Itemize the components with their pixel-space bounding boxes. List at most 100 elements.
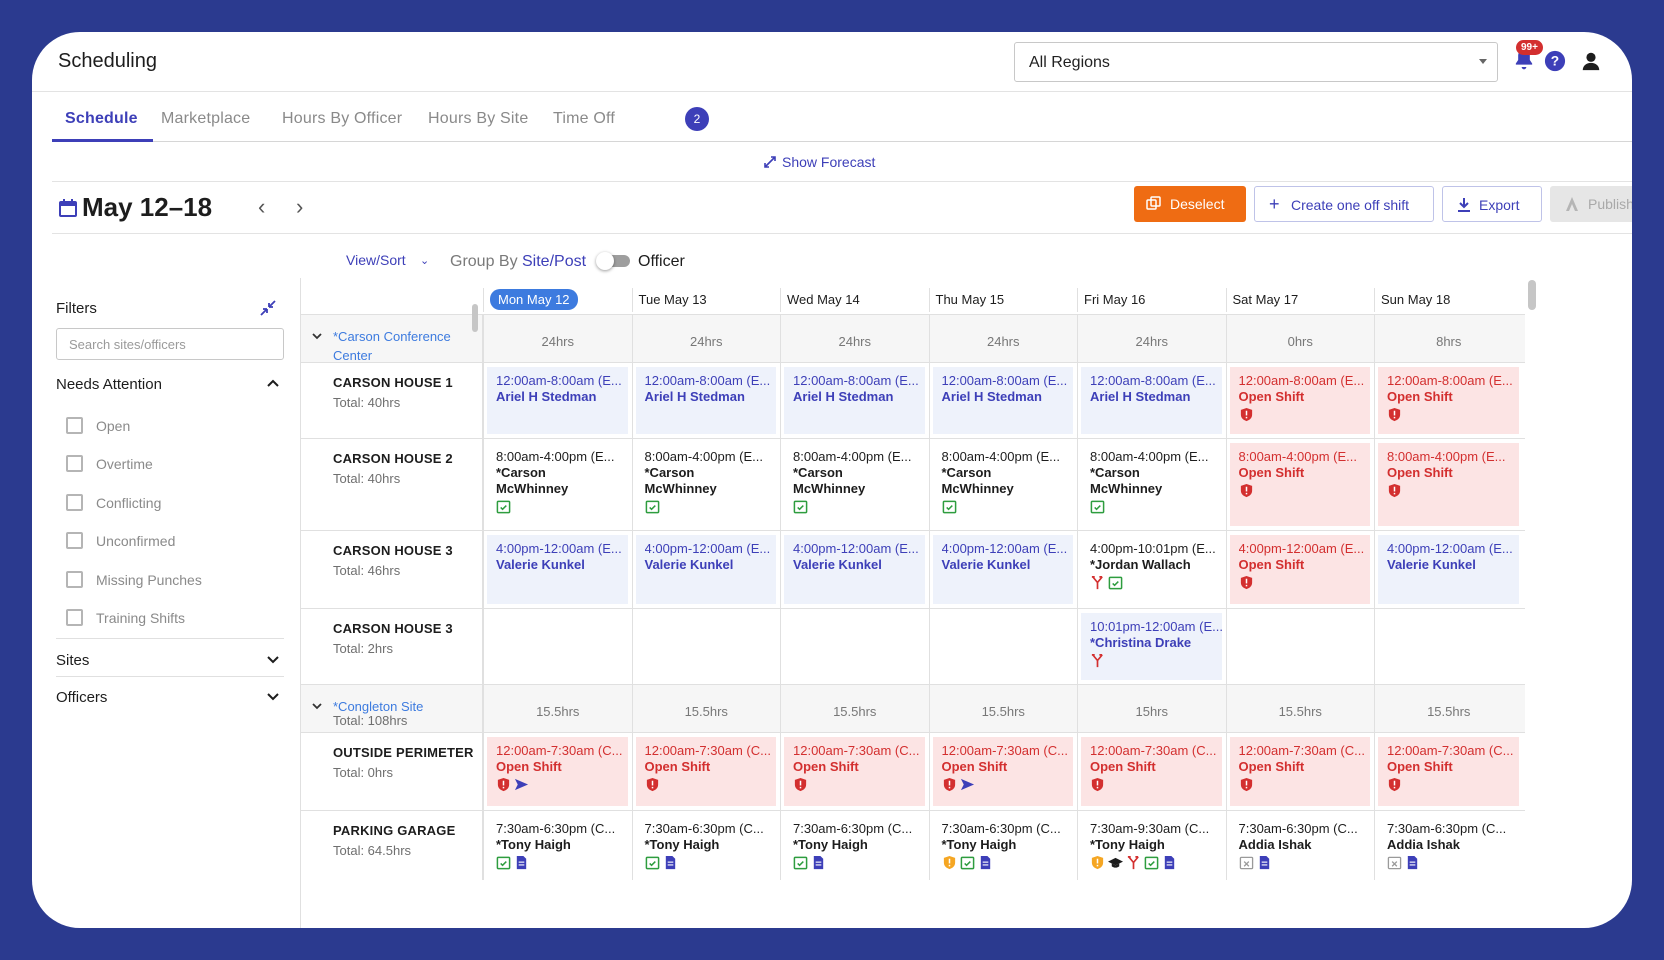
filter-unconfirmed[interactable]: Unconfirmed [66, 531, 266, 551]
open-shift-card[interactable]: 12:00am-8:00am (E... Open Shift [1229, 367, 1370, 434]
schedule-cell[interactable]: 4:00pm-12:00am (E... Valerie Kunkel [631, 531, 781, 608]
chevron-down-icon[interactable]: ⌄ [420, 255, 430, 267]
group-by-site-post[interactable]: Site/Post [522, 253, 587, 270]
schedule-cell[interactable]: 12:00am-8:00am (E... Ariel H Stedman [780, 363, 929, 438]
schedule-cell[interactable]: 8:00am-4:00pm (E... Open Shift [1374, 439, 1523, 530]
shift-card[interactable]: 7:30am-6:30pm (C... *Tony Haigh [487, 815, 628, 876]
shift-card[interactable]: 12:00am-8:00am (E... Ariel H Stedman [932, 367, 1073, 434]
open-shift-card[interactable]: 12:00am-7:30am (C... Open Shift [1081, 737, 1222, 806]
shift-card[interactable]: 4:00pm-10:01pm (E... *Jordan Wallach [1081, 535, 1222, 604]
shift-card[interactable]: 8:00am-4:00pm (E... *Carson McWhinney [784, 443, 925, 526]
export-button[interactable]: Export [1442, 186, 1542, 222]
schedule-cell[interactable] [1374, 609, 1523, 684]
shift-card[interactable]: 4:00pm-12:00am (E... Valerie Kunkel [487, 535, 628, 604]
schedule-cell[interactable]: 7:30am-6:30pm (C... Addia Ishak [1374, 811, 1523, 880]
tab-schedule[interactable]: Schedule [65, 110, 138, 127]
schedule-cell[interactable]: 8:00am-4:00pm (E... Open Shift [1225, 439, 1375, 530]
row-label-scrollbar[interactable] [472, 304, 478, 332]
checkbox[interactable] [66, 571, 83, 588]
create-one-off-shift-button[interactable]: + Create one off shift [1254, 186, 1434, 222]
filter-open[interactable]: Open [66, 416, 266, 436]
deselect-button[interactable]: Deselect [1134, 186, 1246, 222]
shift-card[interactable]: 8:00am-4:00pm (E... *Carson McWhinney [636, 443, 777, 526]
schedule-cell[interactable]: 4:00pm-12:00am (E... Valerie Kunkel [780, 531, 929, 608]
tab-marketplace[interactable]: Marketplace [161, 110, 251, 127]
schedule-cell[interactable]: 4:00pm-12:00am (E... Valerie Kunkel [928, 531, 1078, 608]
filter-missing-punches[interactable]: Missing Punches [66, 570, 266, 590]
shift-card[interactable]: 12:00am-8:00am (E... Ariel H Stedman [487, 367, 628, 434]
shift-card[interactable]: 8:00am-4:00pm (E... *Carson McWhinney [933, 443, 1074, 526]
day-header[interactable]: Mon May 12 [483, 288, 632, 312]
open-shift-card[interactable]: 4:00pm-12:00am (E... Open Shift [1229, 535, 1370, 604]
schedule-cell[interactable]: 12:00am-8:00am (E... Ariel H Stedman [1077, 363, 1226, 438]
open-shift-card[interactable]: 12:00am-7:30am (C... Open Shift [635, 737, 776, 806]
day-header[interactable]: Sat May 17 [1225, 288, 1375, 312]
user-icon[interactable] [1580, 50, 1602, 72]
search-input[interactable] [56, 328, 284, 360]
schedule-cell[interactable]: 12:00am-7:30am (C... Open Shift [1225, 733, 1375, 810]
publish-button[interactable]: Publish [1550, 186, 1632, 222]
day-header[interactable]: Wed May 14 [780, 288, 929, 312]
day-header[interactable]: Thu May 15 [928, 288, 1078, 312]
shift-card[interactable]: 12:00am-8:00am (E... Ariel H Stedman [1081, 367, 1222, 434]
site-name[interactable]: *Carson Conference Center [333, 329, 451, 363]
schedule-cell[interactable]: 8:00am-4:00pm (E... *Carson McWhinney [1077, 439, 1226, 530]
open-shift-card[interactable]: 12:00am-7:30am (C... Open Shift [784, 737, 925, 806]
day-header[interactable]: Tue May 13 [631, 288, 781, 312]
checkbox[interactable] [66, 417, 83, 434]
tab-hours-by-officer[interactable]: Hours By Officer [282, 110, 403, 127]
shift-card[interactable]: 10:01pm-12:00am (E... *Christina Drake [1081, 613, 1222, 680]
help-icon[interactable]: ? [1544, 50, 1566, 72]
shift-card[interactable]: 7:30am-6:30pm (C... Addia Ishak [1378, 815, 1519, 876]
shift-card[interactable]: 4:00pm-12:00am (E... Valerie Kunkel [932, 535, 1073, 604]
shift-card[interactable]: 7:30am-6:30pm (C... *Tony Haigh [636, 815, 777, 876]
schedule-cell[interactable]: 12:00am-7:30am (C... Open Shift [1374, 733, 1523, 810]
shift-card[interactable]: 8:00am-4:00pm (E... *Carson McWhinney [1081, 443, 1222, 526]
schedule-cell[interactable] [928, 609, 1078, 684]
region-select[interactable]: All Regions [1014, 42, 1498, 82]
shift-card[interactable]: 7:30am-6:30pm (C... Addia Ishak [1230, 815, 1371, 876]
open-shift-card[interactable]: 12:00am-7:30am (C... Open Shift [1378, 737, 1519, 806]
schedule-cell[interactable]: 4:00pm-12:00am (E... Open Shift [1225, 531, 1375, 608]
shift-card[interactable]: 4:00pm-12:00am (E... Valerie Kunkel [1378, 535, 1519, 604]
open-shift-card[interactable]: 12:00am-8:00am (E... Open Shift [1378, 367, 1519, 434]
schedule-cell[interactable]: 12:00am-7:30am (C... Open Shift [780, 733, 929, 810]
schedule-cell[interactable] [631, 609, 781, 684]
checkbox[interactable] [66, 609, 83, 626]
schedule-cell[interactable]: 4:00pm-12:00am (E... Valerie Kunkel [483, 531, 632, 608]
checkbox[interactable] [66, 532, 83, 549]
open-shift-card[interactable]: 12:00am-7:30am (C... Open Shift [1229, 737, 1370, 806]
schedule-cell[interactable]: 12:00am-8:00am (E... Open Shift [1374, 363, 1523, 438]
view-sort-button[interactable]: View/Sort [346, 252, 406, 268]
officers-header[interactable]: Officers [56, 689, 284, 706]
schedule-cell[interactable] [483, 609, 632, 684]
schedule-cell[interactable]: 12:00am-7:30am (C... Open Shift [1077, 733, 1226, 810]
schedule-cell[interactable]: 7:30am-6:30pm (C... *Tony Haigh [928, 811, 1078, 880]
chevron-right-icon[interactable]: › [296, 194, 304, 219]
schedule-cell[interactable] [1225, 609, 1375, 684]
schedule-cell[interactable]: 7:30am-6:30pm (C... *Tony Haigh [780, 811, 929, 880]
schedule-cell[interactable]: 12:00am-7:30am (C... Open Shift [631, 733, 781, 810]
schedule-cell[interactable]: 8:00am-4:00pm (E... *Carson McWhinney [780, 439, 929, 530]
schedule-cell[interactable]: 8:00am-4:00pm (E... *Carson McWhinney [483, 439, 632, 530]
shift-card[interactable]: 7:30am-6:30pm (C... *Tony Haigh [784, 815, 925, 876]
schedule-cell[interactable]: 4:00pm-12:00am (E... Valerie Kunkel [1374, 531, 1523, 608]
filter-conflicting[interactable]: Conflicting [66, 493, 266, 513]
schedule-cell[interactable] [780, 609, 929, 684]
day-header[interactable]: Fri May 16 [1077, 288, 1226, 312]
checkbox[interactable] [66, 494, 83, 511]
group-by-officer[interactable]: Officer [638, 253, 685, 270]
tab-time-off[interactable]: Time Off [553, 110, 616, 127]
open-shift-card[interactable]: 12:00am-7:30am (C... Open Shift [932, 737, 1073, 806]
show-forecast-link[interactable]: Show Forecast [782, 154, 876, 170]
chevron-down-icon[interactable] [311, 329, 323, 341]
schedule-cell[interactable]: 4:00pm-10:01pm (E... *Jordan Wallach [1077, 531, 1226, 608]
shift-card[interactable]: 12:00am-8:00am (E... Ariel H Stedman [635, 367, 776, 434]
schedule-cell[interactable]: 7:30am-6:30pm (C... *Tony Haigh [631, 811, 781, 880]
schedule-cell[interactable]: 12:00am-8:00am (E... Ariel H Stedman [483, 363, 632, 438]
tab-hours-by-site[interactable]: Hours By Site [428, 110, 529, 127]
filter-training-shifts[interactable]: Training Shifts [66, 608, 266, 628]
schedule-cell[interactable]: 12:00am-7:30am (C... Open Shift [928, 733, 1078, 810]
chevron-down-icon[interactable] [311, 699, 323, 711]
schedule-cell[interactable]: 7:30am-6:30pm (C... *Tony Haigh [483, 811, 632, 880]
